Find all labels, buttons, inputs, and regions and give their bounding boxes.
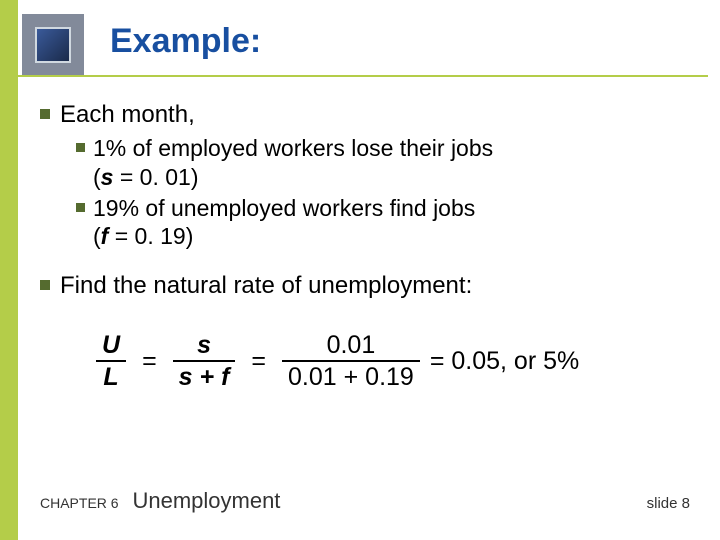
bullet-level2: 1% of employed workers lose their jobs (…	[76, 134, 680, 192]
bullet-text: 19% of unemployed workers find jobs (f =…	[93, 194, 475, 252]
header-icon-inner	[35, 27, 71, 63]
denominator-spf: s + f	[173, 362, 236, 392]
bullet-line: 1% of employed workers lose their jobs	[93, 135, 493, 161]
bullet-square-icon	[76, 143, 85, 152]
slide-number: slide 8	[647, 495, 690, 512]
bullet-text: Each month,	[60, 100, 195, 130]
equals-sign: =	[251, 347, 266, 376]
footer: CHAPTER 6 Unemployment slide 8	[40, 488, 690, 514]
bullet-level2: 19% of unemployed workers find jobs (f =…	[76, 194, 680, 252]
fraction-numeric: 0.01 0.01 + 0.19	[282, 330, 420, 392]
bullet-level1: Each month,	[40, 100, 680, 130]
chapter-topic: Unemployment	[132, 488, 280, 513]
var-s: s	[101, 164, 114, 190]
numerator-s: s	[191, 330, 217, 360]
footer-left: CHAPTER 6 Unemployment	[40, 488, 280, 514]
slide-title: Example:	[110, 22, 261, 61]
bullet-text: 1% of employed workers lose their jobs (…	[93, 134, 493, 192]
bullet-square-icon	[40, 109, 50, 119]
paren-open: (	[93, 223, 101, 249]
denominator-L: L	[97, 362, 124, 392]
spacer	[40, 253, 680, 271]
header-icon	[22, 14, 84, 76]
fraction-sf: s s + f	[173, 330, 236, 392]
bullet-level1: Find the natural rate of unemployment:	[40, 271, 680, 301]
bullet-square-icon	[76, 203, 85, 212]
numerator-U: U	[96, 330, 126, 360]
var-value: = 0. 01)	[113, 164, 198, 190]
left-green-bar	[0, 0, 18, 540]
bullet-square-icon	[40, 280, 50, 290]
title-underline	[18, 75, 708, 77]
bullet-line: 19% of unemployed workers find jobs	[93, 195, 475, 221]
fraction-UL: U L	[96, 330, 126, 392]
formula: U L = s s + f = 0.01 0.01 + 0.19 = 0.05,…	[90, 330, 589, 392]
chapter-label: CHAPTER 6	[40, 495, 119, 511]
numerator-val: 0.01	[321, 330, 382, 360]
bullet-text: Find the natural rate of unemployment:	[60, 271, 472, 301]
denominator-val: 0.01 + 0.19	[282, 362, 420, 392]
equals-sign: =	[142, 347, 157, 376]
slide-content: Each month, 1% of employed workers lose …	[40, 100, 680, 305]
result-text: = 0.05, or 5%	[430, 347, 579, 376]
var-value: = 0. 19)	[108, 223, 193, 249]
paren-open: (	[93, 164, 101, 190]
